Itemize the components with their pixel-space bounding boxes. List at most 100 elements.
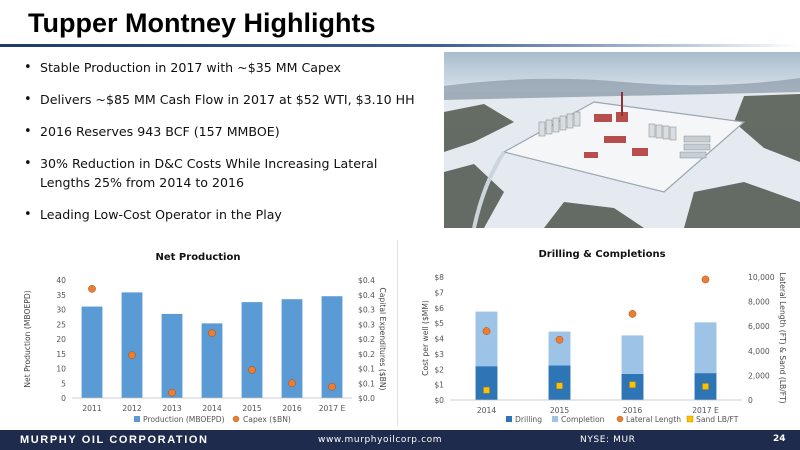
footer-bar: MURPHY OIL CORPORATION www.murphyoilcorp… <box>0 430 800 450</box>
production-bar <box>121 292 143 398</box>
production-bar <box>161 313 183 398</box>
y2-tick-label: 4,000 <box>748 347 770 356</box>
x-tick-label: 2017 E <box>319 404 346 413</box>
net-production-chart: Net Production 0 5 10 15 20 25 30 35 40 $0.0 $0.1… <box>6 240 398 426</box>
lateral-length-point <box>628 310 637 318</box>
sand-point <box>702 383 709 390</box>
y2-tick-label: 0 <box>748 396 753 405</box>
sand-point <box>629 381 636 388</box>
slide-title: Tupper Montney Highlights <box>28 8 376 38</box>
drilling-completions-chart: Drilling & Completions $0 $1 $2 $3 $4 $5 $6 $7 $… <box>406 240 800 426</box>
legend-label-capex: Capex ($BN) <box>243 415 291 424</box>
bullet-item: Delivers ~$85 MM Cash Flow in 2017 at $5… <box>22 90 422 109</box>
y-tick-label: $4 <box>434 335 444 344</box>
completion-bar <box>548 331 571 366</box>
y-tick-label: $7 <box>434 288 444 297</box>
y2-tick-label: 10,000 <box>748 273 775 282</box>
title-rule <box>0 44 800 47</box>
net-production-chart-svg: Net Production 0 5 10 15 20 25 30 35 40 $0.0 $0.1… <box>23 252 387 424</box>
y-axis-title: Cost per well ($MM) <box>421 300 430 376</box>
legend-label-completion: Completion <box>561 415 605 424</box>
y2-tick-label: $0.2 <box>358 350 375 359</box>
production-bar <box>321 296 343 398</box>
capex-point <box>128 351 136 360</box>
y-tick-label: 15 <box>56 350 66 359</box>
legend-label-production: Production (MBOEPD) <box>143 415 225 424</box>
x-tick-label: 2016 <box>282 404 301 413</box>
legend-label-sand: Sand LB/FT <box>696 415 739 424</box>
y-tick-label: $6 <box>434 304 444 313</box>
well-site-photo-illustration <box>444 52 800 228</box>
x-tick-label: 2012 <box>122 404 141 413</box>
x-tick-label: 2011 <box>82 404 101 413</box>
completion-bar <box>694 322 717 374</box>
chart-title: Net Production <box>156 252 241 263</box>
bullet-item: 2016 Reserves 943 BCF (157 MMBOE) <box>22 122 422 141</box>
x-tick-label: 2014 <box>477 406 496 415</box>
y-tick-label: $8 <box>434 273 444 282</box>
y-tick-label: 5 <box>61 379 66 388</box>
legend-swatch-completion <box>552 416 558 422</box>
lateral-length-point <box>555 335 564 344</box>
y-tick-label: 0 <box>61 394 66 403</box>
x-tick-label: 2016 <box>623 406 642 415</box>
capex-point <box>328 382 336 391</box>
x-tick-label: 2013 <box>162 404 181 413</box>
y2-tick-label: $0.1 <box>358 379 375 388</box>
production-bar <box>241 302 263 398</box>
y-tick-label: 40 <box>56 276 66 285</box>
x-tick-label: 2015 <box>242 404 261 413</box>
capex-point <box>248 366 256 374</box>
production-bar <box>201 323 223 398</box>
y2-tick-label: 2,000 <box>748 371 770 380</box>
drilling-bar <box>475 366 498 400</box>
y2-tick-label: $0.4 <box>358 291 375 300</box>
y2-tick-label: $0.4 <box>358 276 375 285</box>
footer-company: MURPHY OIL CORPORATION <box>20 434 209 446</box>
y2-tick-label: $0.2 <box>358 335 375 344</box>
y2-tick-label: $0.3 <box>358 306 375 315</box>
production-bar <box>281 299 303 398</box>
bullet-item: Leading Low-Cost Operator in the Play <box>22 205 422 224</box>
capex-point <box>88 285 96 293</box>
y-tick-label: 30 <box>56 306 66 315</box>
y-axis-title: Net Production (MBOEPD) <box>23 290 32 387</box>
y2-axis-title: Lateral Length (FT) & Sand (LB/FT) <box>778 272 787 403</box>
legend-swatch-drilling <box>506 416 512 422</box>
completion-bar <box>475 311 498 367</box>
y-tick-label: 10 <box>56 365 66 374</box>
y2-tick-label: 8,000 <box>748 298 770 307</box>
y2-axis-title: Capital Expenditures ($BN) <box>378 287 387 390</box>
highlight-bullets: Stable Production in 2017 with ~$35 MM C… <box>22 58 422 237</box>
bullet-item: Stable Production in 2017 with ~$35 MM C… <box>22 58 422 77</box>
y-tick-label: $3 <box>434 350 444 359</box>
legend: Production (MBOEPD) Capex ($BN) <box>134 415 291 424</box>
lateral-length-point <box>701 275 710 284</box>
y-tick-label: $0 <box>434 396 444 405</box>
bullet-item: 30% Reduction in D&C Costs While Increas… <box>22 154 422 192</box>
y2-tick-label: 6,000 <box>748 322 770 331</box>
legend-swatch-capex <box>232 415 240 423</box>
y-tick-label: $5 <box>434 319 444 328</box>
y-tick-label: 25 <box>56 320 66 329</box>
footer-url-link[interactable]: www.murphyoilcorp.com <box>318 435 443 445</box>
sand-point <box>556 382 563 390</box>
x-tick-label: 2014 <box>202 404 221 413</box>
well-site-photo <box>444 52 800 228</box>
y-tick-label: 20 <box>56 335 66 344</box>
footer-ticker: NYSE: MUR <box>580 435 636 445</box>
x-tick-label: 2015 <box>550 406 569 415</box>
lateral-length-point <box>482 327 491 335</box>
legend-label-lateral: Lateral Length <box>626 415 681 424</box>
chart-title: Drilling & Completions <box>538 249 665 260</box>
legend-label-drilling: Drilling <box>515 415 542 424</box>
y2-tick-label: $0.1 <box>358 365 375 374</box>
production-bar <box>81 306 103 398</box>
legend-swatch-sand <box>686 415 694 423</box>
y2-tick-label: $0.0 <box>358 394 375 403</box>
y-tick-label: $2 <box>434 365 444 374</box>
drilling-completions-chart-svg: Drilling & Completions $0 $1 $2 $3 $4 $5 $6 $7 $… <box>421 249 787 424</box>
sand-point <box>483 386 490 394</box>
page-number: 24 <box>773 434 786 444</box>
y-tick-label: 35 <box>56 291 66 300</box>
